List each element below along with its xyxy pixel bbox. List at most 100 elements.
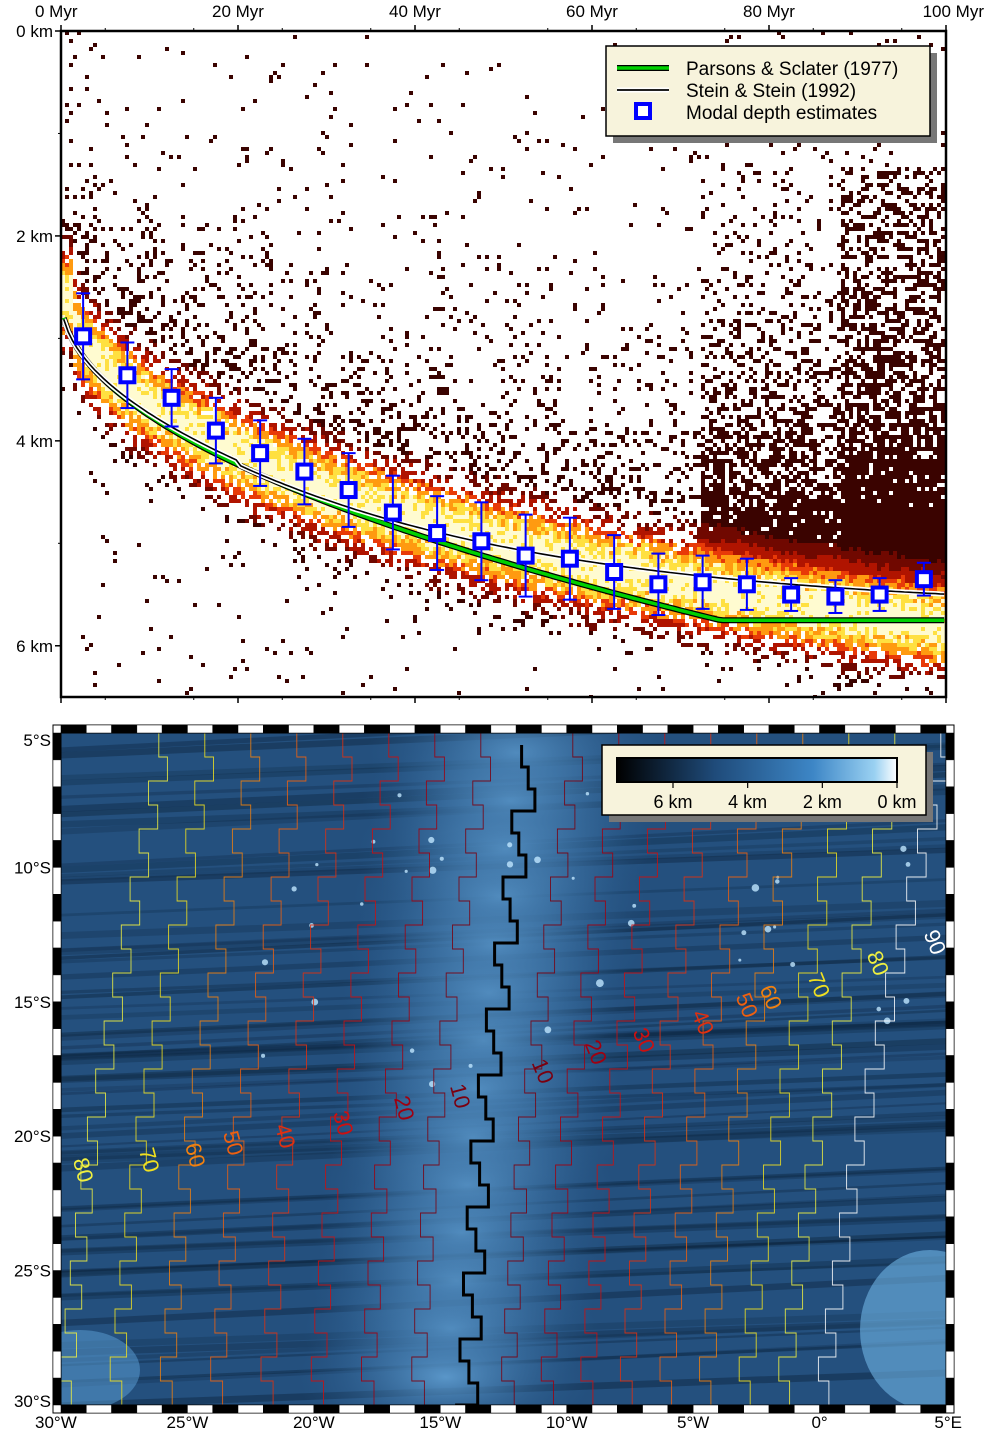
density-cell [581,539,585,543]
density-cell [453,571,457,575]
density-cell [633,547,637,551]
density-cell [309,379,313,383]
density-cell [101,351,105,355]
density-cell [557,379,561,383]
density-cell [673,423,677,427]
density-cell [557,571,561,575]
density-cell [501,535,505,539]
density-cell [381,511,385,515]
density-cell [465,311,469,315]
density-cell [93,407,97,411]
density-cell [593,555,597,559]
density-cell [273,507,277,511]
density-cell [257,463,261,467]
density-cell [137,319,141,323]
density-cell [625,607,629,611]
density-cell [293,491,297,495]
density-cell [641,527,645,531]
density-cell [397,539,401,543]
density-cell [109,423,113,427]
density-cell [245,347,249,351]
density-cell [109,347,113,351]
density-cell [293,539,297,543]
density-cell [541,443,545,447]
density-cell [113,319,117,323]
density-cell [377,315,381,319]
density-cell [665,547,669,551]
density-cell [325,543,329,547]
density-cell [621,475,625,479]
density-cell [517,527,521,531]
density-cell [185,411,189,415]
density-cell [493,591,497,595]
density-cell [601,567,605,571]
density-cell [457,495,461,499]
density-cell [221,447,225,451]
density-cell [69,347,73,351]
density-cell [453,379,457,383]
density-cell [461,559,465,563]
density-cell [453,523,457,527]
density-cell [249,479,253,483]
density-cell [401,475,405,479]
density-cell [229,447,233,451]
density-cell [377,431,381,435]
density-cell [637,475,641,479]
density-cell [189,371,193,375]
density-cell [77,323,81,327]
density-cell [521,443,525,447]
density-cell [233,499,237,503]
density-cell [541,531,545,535]
density-cell [581,563,585,567]
density-cell [321,515,325,519]
density-cell [409,539,413,543]
density-cell [377,487,381,491]
density-cell [125,431,129,435]
density-cell [617,555,621,559]
density-cell [553,563,557,567]
density-cell [77,311,81,315]
density-cell [417,555,421,559]
density-cell [61,259,65,263]
density-cell [305,355,309,359]
density-cell [441,563,445,567]
density-cell [593,443,597,447]
density-cell [553,483,557,487]
density-cell [333,107,337,111]
density-cell [477,563,481,567]
density-cell [437,479,441,483]
density-cell [565,543,569,547]
density-cell [637,523,641,527]
density-cell [453,459,457,463]
density-cell [381,543,385,547]
density-cell [405,667,409,671]
density-cell [281,431,285,435]
density-cell [345,559,349,563]
density-cell [665,551,669,555]
density-cell [69,251,73,255]
density-cell [489,519,493,523]
density-cell [401,511,405,515]
density-cell [233,487,237,491]
density-cell [305,207,309,211]
density-cell [597,455,601,459]
density-cell [601,483,605,487]
density-cell [401,451,405,455]
density-cell [633,587,637,591]
density-cell [573,259,577,263]
density-cell [569,567,573,571]
density-cell [441,275,445,279]
density-cell [677,287,681,291]
density-cell [113,411,117,415]
density-cell [673,147,677,151]
density-cell [481,431,485,435]
density-cell [181,419,185,423]
density-cell [345,555,349,559]
density-cell [681,587,685,591]
density-cell [409,535,413,539]
density-cell [273,391,277,395]
density-cell [409,495,413,499]
density-cell [237,391,241,395]
density-cell [417,511,421,515]
density-cell [601,543,605,547]
